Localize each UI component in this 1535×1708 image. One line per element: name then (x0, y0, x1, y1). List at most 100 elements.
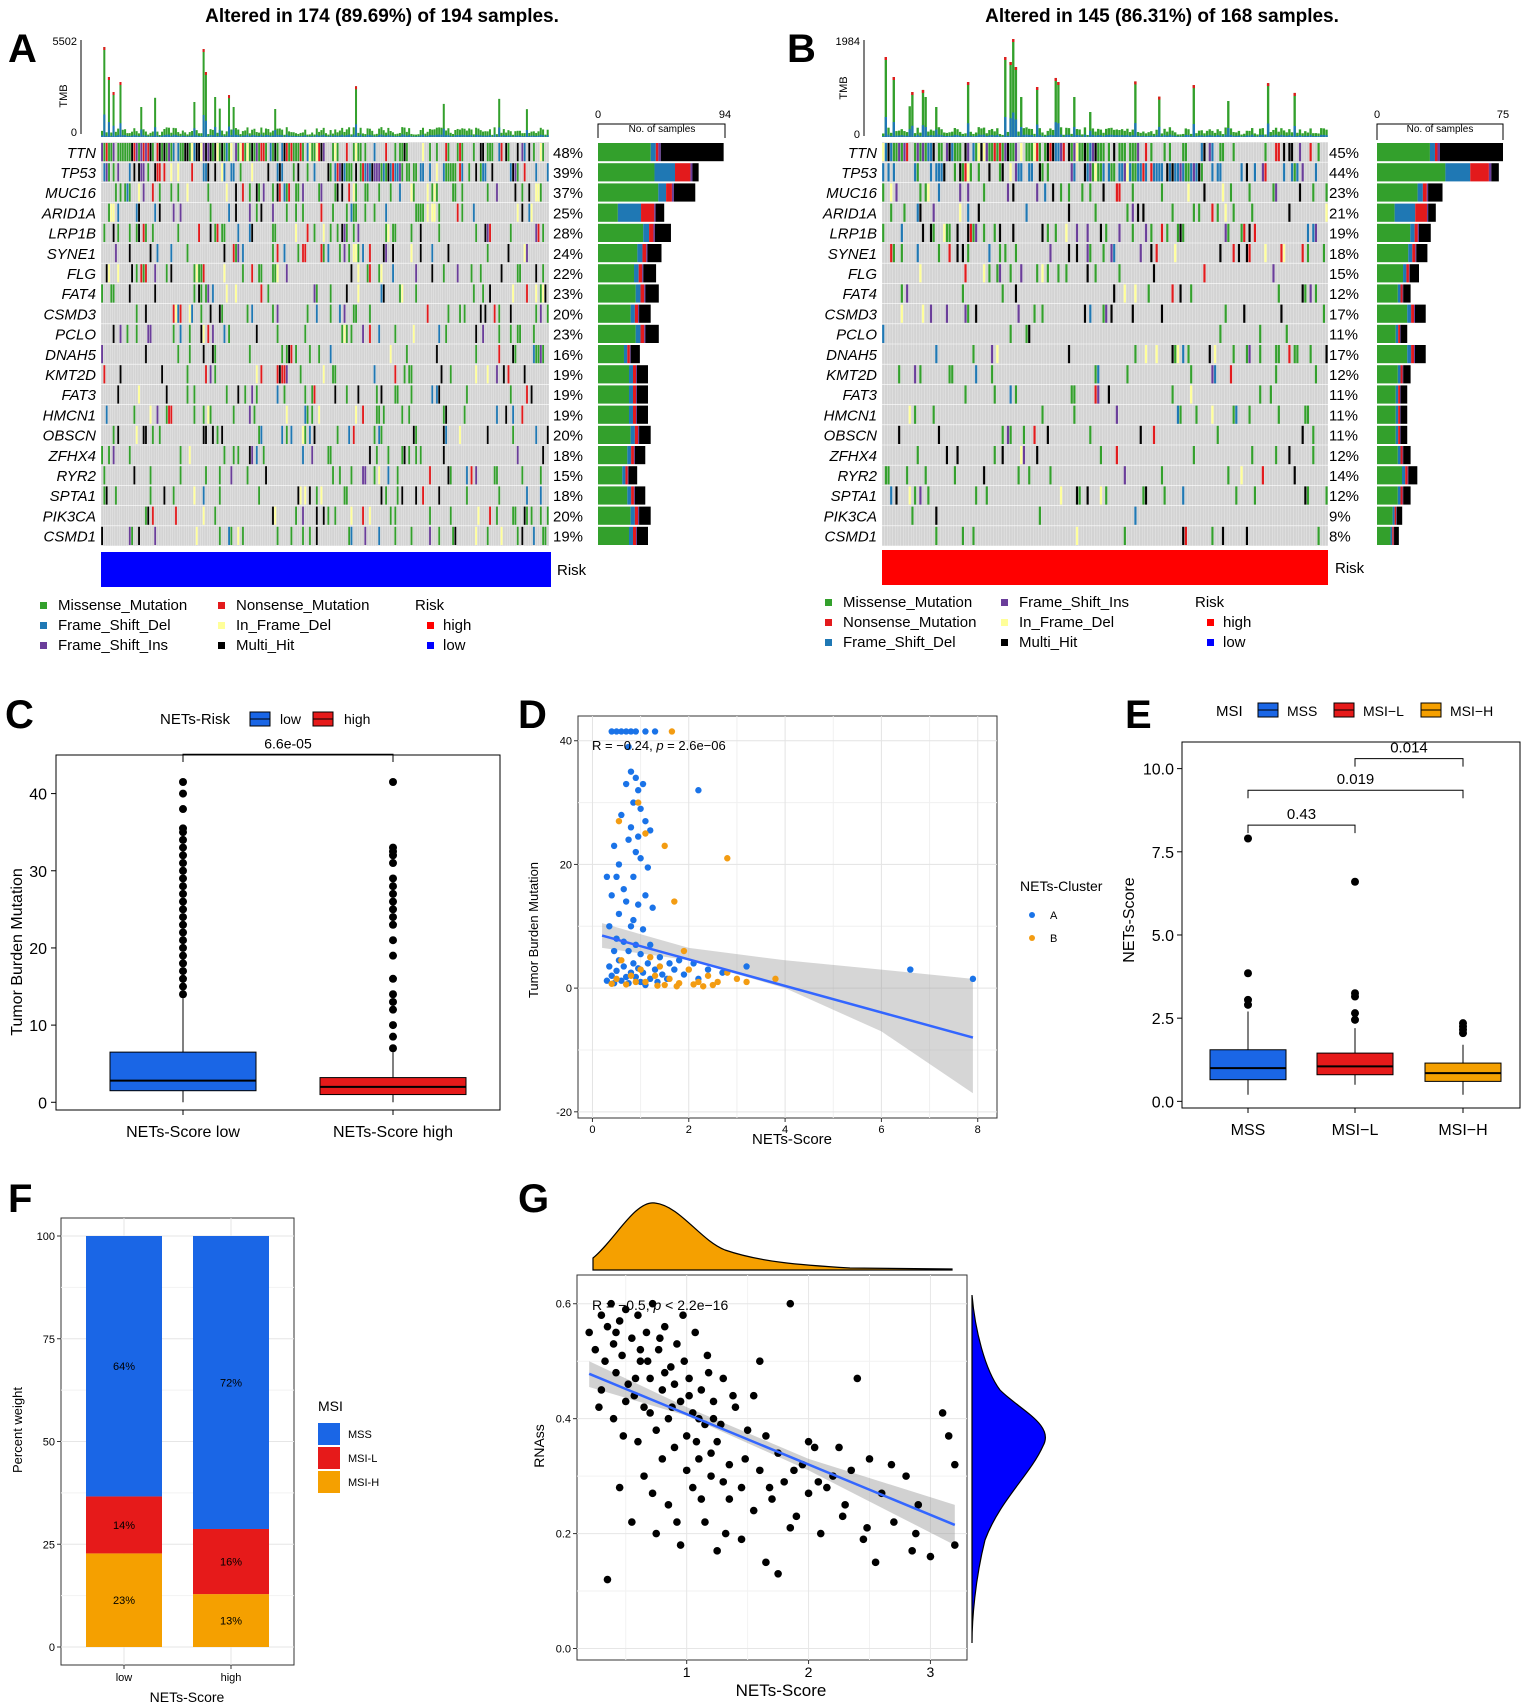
point-cluster-b (685, 966, 692, 973)
mutation-cell (498, 304, 501, 323)
tmb-bar-del (366, 134, 369, 137)
mutation-cell (209, 143, 212, 162)
mutation-cell (391, 163, 394, 182)
tmb-bar-del (1001, 136, 1004, 137)
point-cluster-a (608, 892, 615, 899)
mutation-cell (523, 365, 526, 384)
tmb-bar-del (943, 135, 946, 137)
mutation-cell (355, 143, 358, 162)
mutation-cell (1014, 163, 1018, 182)
tmb-bar-del (1062, 136, 1065, 137)
tmb-bar-nonsense (1192, 85, 1195, 89)
data-point (697, 1495, 706, 1503)
mutation-cell (1038, 506, 1041, 525)
bar-segment-label: 13% (220, 1616, 242, 1628)
mutation-cell (1243, 304, 1246, 323)
gene-count-bar (636, 365, 648, 384)
tmb-bar-del (126, 136, 129, 137)
mutation-cell (253, 405, 256, 424)
mutation-cell (101, 143, 104, 162)
tmb-bar (518, 130, 521, 137)
mutation-cell (470, 264, 473, 283)
mutation-cell (389, 183, 392, 202)
mutation-cell (262, 446, 265, 465)
data-point (646, 1409, 654, 1417)
mutation-cell (313, 143, 316, 162)
tmb-bar (1304, 131, 1307, 137)
data-point (697, 1386, 706, 1394)
data-point (762, 1558, 770, 1567)
gene-count-bar (1397, 365, 1401, 384)
tmb-bar (458, 129, 461, 137)
bar-segment-label: 16% (220, 1557, 242, 1569)
mutation-cell (445, 324, 448, 343)
tmb-bar (1219, 131, 1222, 137)
outlier-point (389, 889, 397, 898)
data-point (707, 1449, 715, 1457)
tmb-bar (1192, 85, 1195, 137)
point-cluster-a (644, 960, 652, 967)
tmb-bar-del (1067, 134, 1071, 137)
point-cluster-a (630, 799, 637, 806)
tmb-bar-del (1107, 134, 1110, 137)
mutation-cell (1139, 425, 1142, 444)
y-tick-label: 75 (43, 1334, 55, 1346)
mutation-cell (304, 244, 307, 263)
gene-count-bar (1395, 385, 1399, 404)
mutation-cell (445, 163, 448, 182)
mutation-cell (1187, 345, 1190, 364)
point-cluster-b (733, 975, 741, 983)
mutation-cell (260, 264, 263, 283)
gene-label-pclo: PCLO (836, 327, 877, 344)
mutation-cell (919, 486, 922, 505)
mutation-cell (428, 526, 431, 545)
mutation-cell (539, 284, 542, 303)
mutation-cell (1168, 163, 1172, 182)
gene-pct: 12% (1329, 286, 1359, 303)
tmb-bar-nonsense (966, 82, 970, 85)
mutation-cell (495, 365, 498, 384)
mutation-cell (974, 304, 978, 323)
panel-c-legend-high: high (344, 711, 370, 727)
tmb-bar-del (195, 135, 198, 137)
mutation-cell (512, 163, 515, 182)
mutation-cell (209, 203, 212, 222)
mutation-cell (156, 244, 159, 263)
mutation-cell (216, 223, 219, 242)
tmb-bar (512, 134, 515, 137)
gene-count-bar (658, 143, 661, 162)
mutation-cell (327, 244, 330, 263)
mutation-cell (292, 163, 295, 182)
tmb-bar (101, 130, 104, 137)
y-tick-label: 40 (29, 787, 47, 804)
mutation-cell (442, 163, 445, 182)
mutation-cell (969, 163, 972, 182)
point-cluster-a (606, 923, 613, 930)
mutation-cell (433, 203, 436, 222)
tmb-bar-del (889, 135, 893, 137)
mutation-cell (398, 143, 401, 162)
mutation-cell (1051, 183, 1055, 202)
mutation-cell (248, 405, 251, 424)
mutation-cell (179, 324, 182, 343)
mutation-cell (512, 345, 515, 364)
mutation-cell (361, 466, 364, 485)
tmb-bar (1256, 134, 1259, 137)
outlier-point (389, 905, 397, 914)
mutation-cell (1216, 425, 1219, 444)
tmb-bar-del (1128, 135, 1132, 137)
mutation-cell (542, 223, 545, 242)
mutation-cell (283, 244, 286, 263)
mutation-cell (419, 244, 422, 263)
tmb-bar-del (225, 135, 228, 137)
mutation-cell (1081, 183, 1084, 202)
mutation-cell (1293, 163, 1296, 182)
gene-count-bar (1396, 506, 1397, 525)
gene-label-arid1a: ARID1A (41, 205, 96, 222)
outlier-point (179, 967, 187, 976)
panel-d-legend-title: NETs-Cluster (1020, 878, 1103, 894)
gene-label-csmd3: CSMD3 (824, 306, 877, 323)
tmb-bar (1282, 130, 1286, 137)
tmb-bar-del (1091, 134, 1095, 137)
tmb-bar-del (990, 134, 994, 137)
